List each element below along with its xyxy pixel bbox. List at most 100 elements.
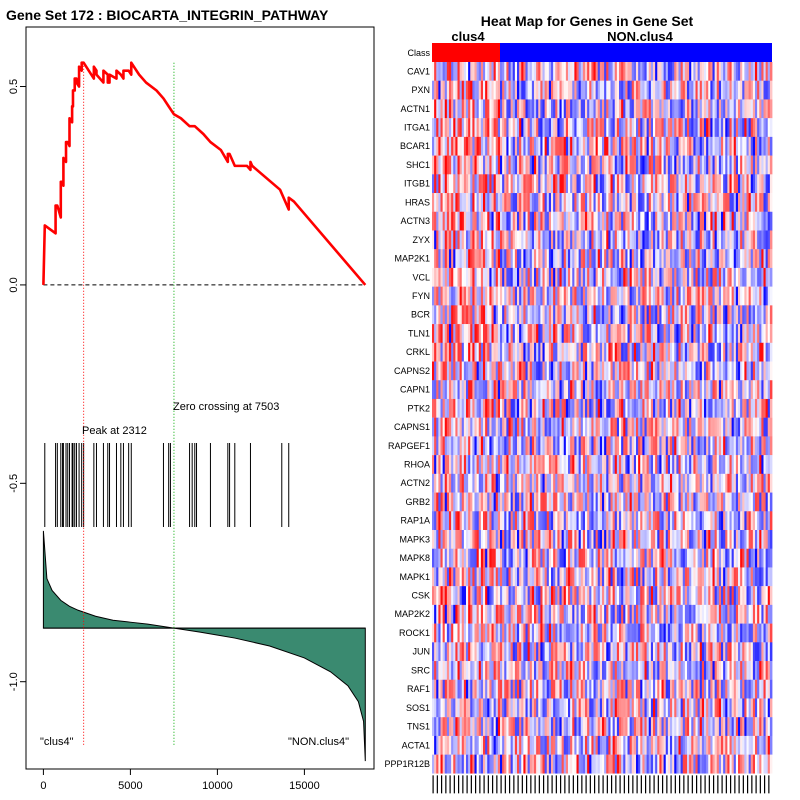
heatmap-cell <box>748 324 752 343</box>
heatmap-cell <box>695 99 699 119</box>
heatmap-cell <box>712 342 716 362</box>
heatmap-cell <box>466 286 469 306</box>
heatmap-cell <box>444 99 448 119</box>
heatmap-cell <box>629 249 633 269</box>
heatmap-cell <box>733 155 737 175</box>
heatmap-cell <box>757 62 760 81</box>
heatmap-cell <box>725 305 728 325</box>
heatmap-cell <box>727 193 730 212</box>
heatmap-cell <box>512 174 516 194</box>
heatmap-cell <box>463 99 467 119</box>
heatmap-cell <box>536 80 539 100</box>
heatmap-cell <box>731 62 735 81</box>
heatmap-cell <box>508 211 512 231</box>
heatmap-cell <box>661 305 665 325</box>
heatmap-cell <box>455 136 458 156</box>
heatmap-cell <box>706 155 709 175</box>
heatmap-cell <box>548 267 552 287</box>
heatmap-cell <box>565 230 569 250</box>
heatmap-cell <box>761 267 764 287</box>
heatmap-cell <box>708 174 711 194</box>
heatmap-cell <box>680 211 684 231</box>
heatmap-cell <box>729 230 733 250</box>
heatmap-cell <box>578 249 582 269</box>
heatmap-cell <box>769 361 773 381</box>
heatmap-cell <box>540 342 543 362</box>
heatmap-cell <box>672 305 675 325</box>
heatmap-cell <box>504 324 507 343</box>
heatmap-cell <box>646 80 650 100</box>
heatmap-cell <box>497 342 501 362</box>
heatmap-cell <box>655 211 658 231</box>
heatmap-cell <box>714 136 718 156</box>
heatmap-cell <box>538 118 541 138</box>
heatmap-cell <box>442 99 446 119</box>
heatmap-cell <box>648 211 652 231</box>
heatmap-cell <box>659 324 662 343</box>
heatmap-cell <box>718 342 722 362</box>
heatmap-cell <box>525 286 529 306</box>
heatmap-cell <box>684 361 688 381</box>
heatmap-cell <box>593 99 597 119</box>
heatmap-cell <box>761 249 764 269</box>
heatmap-cell <box>525 249 529 269</box>
heatmap-cell <box>742 361 745 381</box>
heatmap-cell <box>551 361 554 381</box>
heatmap-cell <box>538 342 541 362</box>
heatmap-cell <box>599 230 603 250</box>
heatmap-cell <box>731 249 735 269</box>
heatmap-cell <box>640 211 643 231</box>
heatmap-cell <box>697 118 701 138</box>
heatmap-cell <box>714 118 718 138</box>
heatmap-cell <box>721 155 724 175</box>
heatmap-cell <box>459 80 463 100</box>
heatmap-cell <box>459 305 463 325</box>
heatmap-cell <box>457 342 461 362</box>
heatmap-cell <box>699 155 703 175</box>
heatmap-cell <box>500 211 503 231</box>
heatmap-cell <box>551 155 554 175</box>
heatmap-cell <box>631 305 635 325</box>
heatmap-cell <box>704 80 707 100</box>
heatmap-cell <box>476 80 480 100</box>
heatmap-cell <box>480 305 484 325</box>
heatmap-cell <box>595 211 599 231</box>
heatmap-cell <box>485 342 488 362</box>
heatmap-cell <box>548 118 552 138</box>
heatmap-cell <box>538 62 541 81</box>
heatmap-cell <box>682 305 686 325</box>
heatmap-cell <box>483 286 486 306</box>
heatmap-cell <box>555 380 558 400</box>
heatmap-cell <box>495 136 499 156</box>
heatmap-cell <box>578 361 582 381</box>
heatmap-cell <box>759 342 762 362</box>
heatmap-cell <box>731 80 735 100</box>
heatmap-cell <box>638 342 641 362</box>
heatmap-cell <box>472 99 475 119</box>
heatmap-cell <box>438 342 441 362</box>
heatmap-cell <box>616 193 620 212</box>
heatmap-cell <box>470 286 473 306</box>
peak-label: Peak at 2312 <box>82 425 147 437</box>
heatmap-cell <box>723 174 726 194</box>
heatmap-cell <box>585 361 588 381</box>
heatmap-cell <box>733 211 737 231</box>
heatmap-cell <box>548 211 552 231</box>
heatmap-cell <box>519 380 522 400</box>
heatmap-cell <box>487 211 490 231</box>
heatmap-cell <box>767 155 771 175</box>
heatmap-cell <box>769 492 773 512</box>
heatmap-cell <box>750 342 754 362</box>
heatmap-cell <box>695 174 699 194</box>
heatmap-cell <box>474 267 478 287</box>
heatmap-cell <box>687 174 690 194</box>
heatmap-cell <box>608 380 611 400</box>
heatmap-cell <box>757 230 760 250</box>
heatmap-cell <box>663 305 667 325</box>
heatmap-cell <box>619 230 622 250</box>
heatmap-cell <box>689 99 692 119</box>
heatmap-cell <box>534 99 537 119</box>
heatmap-cell <box>466 380 469 400</box>
heatmap-cell <box>623 305 626 325</box>
heatmap-cell <box>440 136 444 156</box>
